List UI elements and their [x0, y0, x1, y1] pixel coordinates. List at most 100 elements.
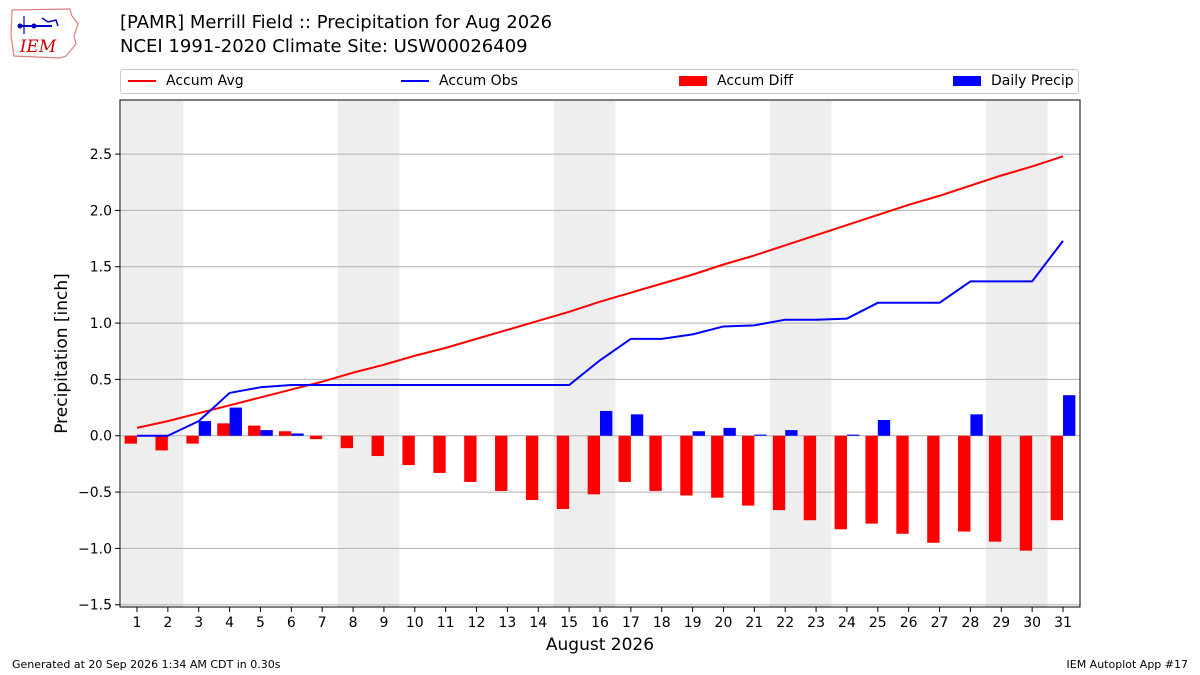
legend-label-accum-obs: Accum Obs	[439, 73, 518, 89]
legend: Accum Avg Accum Obs Accum Diff Daily Pre…	[120, 69, 1079, 94]
y-axis-label: Precipitation [inch]	[52, 273, 72, 434]
x-tick-label: 5	[256, 615, 265, 631]
accum-diff-bar	[556, 435, 570, 509]
daily-precip-bar	[630, 414, 644, 436]
daily-precip-bar	[970, 414, 983, 436]
x-tick-label: 19	[684, 615, 702, 631]
chart-subtitle: NCEI 1991-2020 Climate Site: USW00026409	[120, 36, 528, 57]
x-tick-label: 7	[318, 615, 327, 631]
accum-diff-bar	[649, 435, 662, 491]
x-tick-label: 21	[745, 615, 763, 631]
accum-diff-bar	[278, 431, 292, 436]
accum-diff-bar	[711, 435, 724, 498]
logo-text: IEM	[19, 37, 57, 57]
x-tick-label: 17	[622, 615, 640, 631]
weekend-shade	[769, 100, 832, 607]
accum-diff-bar	[1019, 435, 1033, 551]
x-tick-label: 16	[591, 615, 609, 631]
legend-label-accum-avg: Accum Avg	[166, 73, 244, 89]
x-tick-label: 30	[1023, 615, 1041, 631]
y-tick-label: −1.5	[78, 598, 112, 614]
accum-diff-bar	[248, 425, 261, 436]
accum-diff-bar	[124, 435, 137, 444]
y-tick-label: −0.5	[78, 485, 112, 501]
accum-diff-bar	[309, 435, 323, 440]
daily-precip-bar	[1063, 395, 1076, 436]
daily-precip-bar	[291, 433, 304, 436]
legend-item-accum-avg: Accum Avg	[128, 73, 244, 89]
x-tick-label: 24	[838, 615, 856, 631]
accum-diff-bar	[1050, 435, 1064, 521]
x-tick-label: 23	[807, 615, 825, 631]
x-tick-label: 6	[287, 615, 296, 631]
legend-item-accum-obs: Accum Obs	[401, 73, 518, 89]
accum-diff-bar	[896, 435, 909, 534]
accum-diff-bar	[525, 435, 539, 500]
accum-diff-bar	[772, 435, 786, 511]
accum-diff-bar	[803, 435, 817, 521]
x-tick-label: 11	[437, 615, 455, 631]
iem-logo	[8, 6, 80, 60]
daily-precip-bar	[877, 419, 891, 436]
x-tick-label: 29	[992, 615, 1010, 631]
accum-diff-bar	[186, 435, 199, 444]
y-tick-label: 0.0	[90, 429, 112, 445]
accum-diff-bar	[464, 435, 477, 482]
accum-diff-bar	[741, 435, 755, 506]
accum-diff-bar	[958, 435, 971, 532]
legend-swatch-accum-diff	[679, 76, 707, 86]
accum-diff-bar	[371, 435, 384, 457]
daily-precip-bar	[260, 430, 273, 436]
daily-precip-bar	[723, 427, 736, 436]
y-tick-label: 2.5	[90, 147, 112, 163]
weekend-shade	[337, 100, 400, 607]
x-tick-label: 13	[498, 615, 516, 631]
accum-diff-bar	[865, 435, 878, 524]
legend-label-daily-precip: Daily Precip	[991, 73, 1074, 89]
x-tick-label: 1	[133, 615, 142, 631]
daily-precip-bar	[846, 434, 860, 436]
accum-diff-bar	[680, 435, 693, 496]
x-tick-label: 25	[869, 615, 887, 631]
y-tick-label: 1.0	[90, 316, 112, 332]
legend-swatch-accum-avg	[128, 80, 156, 82]
daily-precip-bar	[229, 407, 242, 436]
x-tick-label: 3	[194, 615, 203, 631]
accum-diff-bar	[618, 435, 631, 482]
x-tick-label: 4	[225, 615, 234, 631]
weekend-shade	[121, 100, 184, 607]
y-tick-label: 2.0	[90, 203, 112, 219]
chart-title: [PAMR] Merrill Field :: Precipitation fo…	[120, 12, 553, 33]
x-axis-label: August 2026	[546, 635, 654, 655]
accum-diff-bar	[927, 435, 940, 543]
x-tick-label: 28	[962, 615, 980, 631]
daily-precip-bar	[198, 421, 212, 436]
legend-swatch-daily-precip	[953, 76, 981, 86]
weekend-shade	[553, 100, 616, 607]
x-tick-label: 18	[653, 615, 671, 631]
x-tick-label: 15	[560, 615, 578, 631]
x-tick-label: 8	[349, 615, 358, 631]
y-tick-label: 0.5	[90, 372, 112, 388]
x-tick-label: 14	[529, 615, 547, 631]
accum-obs-line	[136, 240, 1064, 437]
accum-diff-bar	[587, 435, 600, 495]
daily-precip-bar	[754, 434, 767, 436]
accum-diff-bar	[988, 435, 1002, 542]
x-tick-label: 12	[468, 615, 486, 631]
y-tick-label: 1.5	[90, 260, 112, 276]
legend-label-accum-diff: Accum Diff	[717, 73, 794, 89]
daily-precip-bar	[600, 410, 613, 436]
accum-avg-line	[136, 155, 1064, 429]
x-tick-label: 22	[776, 615, 794, 631]
iem-logo-graphic	[10, 8, 79, 59]
daily-precip-bar	[692, 431, 705, 436]
accum-diff-bar	[402, 435, 415, 466]
x-tick-label: 27	[931, 615, 949, 631]
accum-diff-bar	[217, 423, 230, 436]
y-tick-label: −1.0	[78, 541, 112, 557]
accum-diff-bar	[155, 435, 168, 451]
x-tick-label: 10	[406, 615, 424, 631]
accum-diff-bar	[433, 435, 446, 473]
x-tick-label: 31	[1054, 615, 1072, 631]
